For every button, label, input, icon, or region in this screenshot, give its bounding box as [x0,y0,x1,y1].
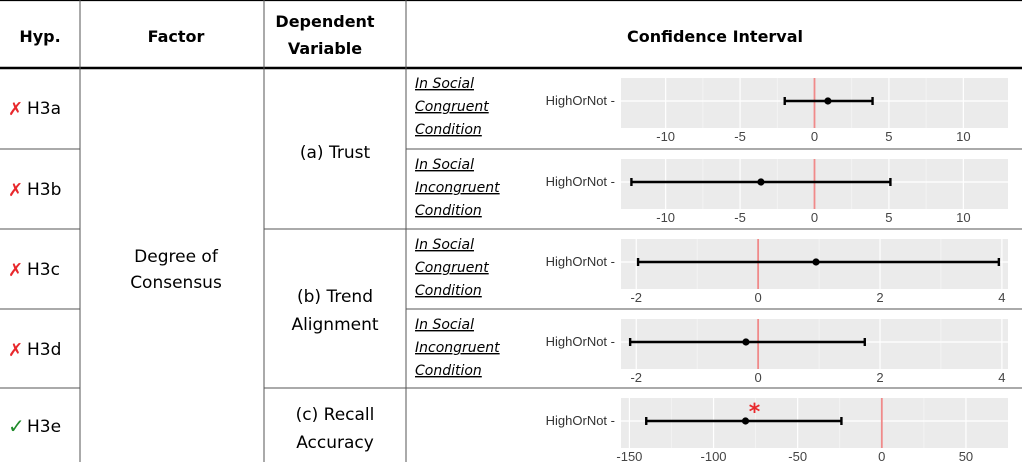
ci-chart: HighOrNot - -150 -100 -50 0 50 * [546,398,1008,462]
tick-label: -2 [630,290,642,305]
table-row: ✗ H3a In Social Congruent Condition [8,76,489,138]
header-confidence-interval: Confidence Interval [627,27,803,46]
tick-label: 5 [885,129,892,144]
condition-label: In Social [415,157,474,173]
cross-icon: ✗ [8,99,23,120]
header-dependent-line1: Dependent [275,12,375,31]
hypothesis-label: H3d [27,340,61,360]
tick-label: 0 [755,290,762,305]
tick-label: 2 [876,370,883,385]
point-estimate [741,417,750,425]
condition-label: Condition [415,122,482,138]
tick-label: -5 [734,129,746,144]
cross-icon: ✗ [8,260,23,281]
factor-line2: Consensus [130,273,222,293]
tick-label: 0 [878,449,885,462]
tick-label: 0 [755,370,762,385]
ci-chart: HighOrNot - -10 -5 0 5 10 [546,159,1008,225]
tick-label: -5 [734,210,746,225]
y-axis-label: HighOrNot - [546,93,615,108]
plot-panel [621,319,1008,369]
dv-recall-line1: (c) Recall [296,405,375,425]
factor-line1: Degree of [134,247,219,267]
tick-label: 0 [811,129,818,144]
ci-chart: HighOrNot - -10 -5 0 5 10 [546,78,1008,144]
tick-label: 0 [811,210,818,225]
condition-label: In Social [415,317,474,333]
header-dependent-line2: Variable [288,39,362,58]
tick-label: -150 [616,449,642,462]
dv-trust: (a) Trust [300,143,371,163]
condition-label: Condition [415,363,482,379]
point-estimate [824,97,832,105]
cross-icon: ✗ [8,340,23,361]
dv-trend-line1: (b) Trend [297,287,373,307]
point-estimate [812,258,820,266]
tick-label: 4 [998,290,1005,305]
table-row: ✓ H3e [8,414,61,438]
condition-label: In Social [415,237,474,253]
condition-label: Incongruent [415,180,500,196]
condition-label: In Social [415,76,474,92]
plot-panel [621,398,1008,448]
tick-label: -100 [701,449,727,462]
tick-label: 4 [998,370,1005,385]
table-row: ✗ H3b In Social Incongruent Condition [8,157,500,219]
header-hyp: Hyp. [19,27,60,46]
point-estimate [742,338,750,346]
significance-asterisk: * [749,400,761,425]
dv-trend-line2: Alignment [291,315,378,335]
tick-label: 5 [885,210,892,225]
condition-label: Condition [415,203,482,219]
table-row: ✗ H3d In Social Incongruent Condition [8,317,500,379]
tick-label: 50 [959,449,973,462]
ci-chart: HighOrNot - -2 0 2 4 [546,239,1008,305]
hypothesis-label: H3c [27,260,60,280]
table-row: ✗ H3c In Social Congruent Condition [8,237,489,299]
tick-label: 2 [876,290,883,305]
hypothesis-label: H3a [27,99,61,119]
ci-chart: HighOrNot - -2 0 2 4 [546,319,1008,385]
tick-label: 10 [956,129,970,144]
hypothesis-label: H3e [27,417,61,437]
cross-icon: ✗ [8,180,23,201]
y-axis-label: HighOrNot - [546,413,615,428]
tick-label: -10 [656,210,675,225]
y-axis-label: HighOrNot - [546,254,615,269]
hypothesis-label: H3b [27,180,61,200]
tick-label: -2 [630,370,642,385]
tick-label: -50 [788,449,807,462]
condition-label: Congruent [415,260,489,276]
check-icon: ✓ [8,414,25,438]
dv-recall-line2: Accuracy [296,433,374,453]
tick-label: 10 [956,210,970,225]
condition-label: Condition [415,283,482,299]
condition-label: Incongruent [415,340,500,356]
header-factor: Factor [148,27,205,46]
point-estimate [757,178,765,186]
condition-label: Congruent [415,99,489,115]
tick-label: -10 [656,129,675,144]
y-axis-label: HighOrNot - [546,334,615,349]
y-axis-label: HighOrNot - [546,174,615,189]
